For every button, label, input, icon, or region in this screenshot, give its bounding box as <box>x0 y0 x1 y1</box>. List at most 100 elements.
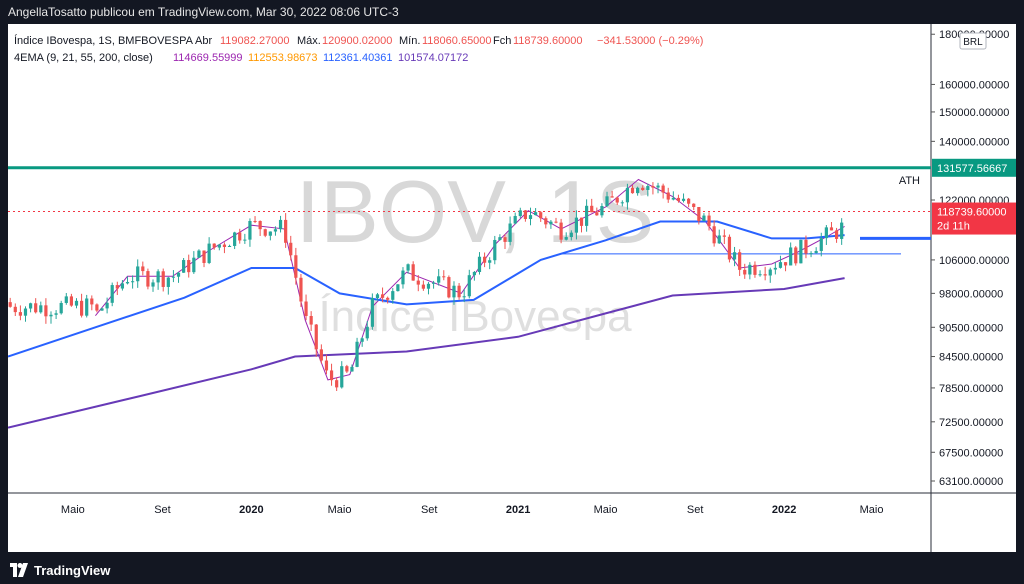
candle[interactable] <box>717 229 721 244</box>
candle[interactable] <box>360 336 364 347</box>
candle[interactable] <box>207 237 211 265</box>
candle[interactable] <box>431 280 436 289</box>
candle[interactable] <box>59 300 63 315</box>
candle[interactable] <box>722 229 726 244</box>
candle[interactable] <box>23 306 28 322</box>
candle[interactable] <box>263 228 267 238</box>
candle[interactable] <box>702 213 706 222</box>
candle[interactable] <box>411 261 415 281</box>
candle[interactable] <box>539 210 543 222</box>
candle[interactable] <box>472 271 476 281</box>
candle[interactable] <box>166 276 170 295</box>
candle[interactable] <box>176 271 181 283</box>
candle[interactable] <box>365 321 369 341</box>
candle[interactable] <box>299 273 303 307</box>
candle[interactable] <box>182 257 186 273</box>
candle[interactable] <box>74 298 79 309</box>
candle[interactable] <box>743 263 747 279</box>
candle[interactable] <box>90 295 94 311</box>
candle[interactable] <box>773 262 777 275</box>
ema-line-ema200[interactable] <box>7 277 845 429</box>
candle[interactable] <box>656 182 660 194</box>
candle[interactable] <box>493 235 497 265</box>
candle[interactable] <box>834 227 839 243</box>
candle[interactable] <box>319 344 323 364</box>
candle[interactable] <box>748 262 752 280</box>
candle[interactable] <box>406 263 410 274</box>
candle[interactable] <box>437 269 441 286</box>
candle[interactable] <box>95 303 99 313</box>
candle[interactable] <box>661 183 665 199</box>
candle[interactable] <box>120 280 125 291</box>
candle[interactable] <box>605 191 609 208</box>
candle[interactable] <box>227 244 232 248</box>
candle[interactable] <box>222 242 227 254</box>
candle[interactable] <box>416 275 420 292</box>
candle[interactable] <box>391 288 395 304</box>
candle[interactable] <box>18 305 22 321</box>
candle[interactable] <box>549 220 553 229</box>
candle[interactable] <box>600 203 604 218</box>
candle[interactable] <box>34 298 38 314</box>
candle[interactable] <box>789 242 793 266</box>
chart[interactable]: IBOV, 1S Índice IBovespa ATH Índice IBov… <box>7 24 1016 552</box>
candle[interactable] <box>564 232 568 241</box>
candle[interactable] <box>350 364 354 372</box>
candle[interactable] <box>508 216 512 246</box>
candle[interactable] <box>498 234 502 241</box>
candle[interactable] <box>370 293 374 330</box>
candle[interactable] <box>503 234 507 250</box>
candle[interactable] <box>574 210 579 240</box>
candle[interactable] <box>151 279 155 292</box>
chart-panel[interactable]: IBOV, 1S Índice IBovespa ATH Índice IBov… <box>7 24 1016 552</box>
candle[interactable] <box>64 292 68 305</box>
candle[interactable] <box>105 297 109 314</box>
candle[interactable] <box>732 246 737 267</box>
candle[interactable] <box>829 221 834 231</box>
candle[interactable] <box>559 218 563 244</box>
candle[interactable] <box>447 275 451 299</box>
candle[interactable] <box>110 282 114 307</box>
candle[interactable] <box>758 270 762 277</box>
candle[interactable] <box>554 217 558 224</box>
candle[interactable] <box>345 364 349 374</box>
candle[interactable] <box>136 259 140 288</box>
candle[interactable] <box>85 294 89 318</box>
candle[interactable] <box>304 294 308 321</box>
ema-line-ema55[interactable] <box>7 220 845 358</box>
candle[interactable] <box>630 185 635 194</box>
candle[interactable] <box>778 255 783 269</box>
candle[interactable] <box>44 298 48 324</box>
candle[interactable] <box>488 257 492 270</box>
candle[interactable] <box>217 244 221 251</box>
candle[interactable] <box>421 280 425 291</box>
candle[interactable] <box>610 190 614 198</box>
candle[interactable] <box>284 213 288 248</box>
candle[interactable] <box>819 232 823 257</box>
candle[interactable] <box>156 269 160 290</box>
candle[interactable] <box>233 231 237 250</box>
candle[interactable] <box>243 233 247 244</box>
candle[interactable] <box>462 289 466 303</box>
candle[interactable] <box>141 261 145 276</box>
candle[interactable] <box>641 185 645 191</box>
candle[interactable] <box>13 303 17 317</box>
candle[interactable] <box>69 293 73 307</box>
candle[interactable] <box>707 212 711 231</box>
candle[interactable] <box>248 218 252 247</box>
candle[interactable] <box>676 194 681 203</box>
candle[interactable] <box>294 247 298 285</box>
time-axis[interactable]: Maio Set 2020 Maio Set 2021 Maio Set 2022 Maio <box>61 504 884 516</box>
candle[interactable] <box>273 226 278 236</box>
candle[interactable] <box>671 191 675 201</box>
candle[interactable] <box>131 275 135 289</box>
candle[interactable] <box>329 363 334 386</box>
candle[interactable] <box>452 281 456 305</box>
candle[interactable] <box>814 247 818 254</box>
candle[interactable] <box>212 243 216 250</box>
candle[interactable] <box>712 220 716 247</box>
candle[interactable] <box>646 183 650 197</box>
candle[interactable] <box>467 269 471 299</box>
candle[interactable] <box>727 234 732 263</box>
candle[interactable] <box>569 230 573 241</box>
